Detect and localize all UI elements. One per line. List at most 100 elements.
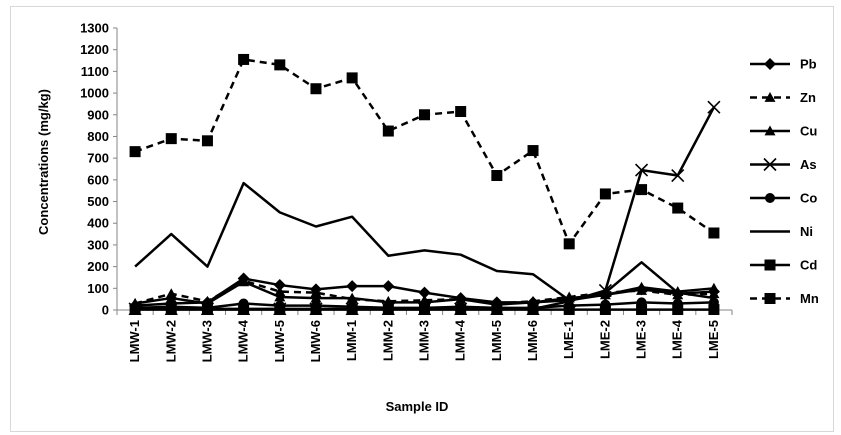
data-point bbox=[708, 227, 720, 239]
data-point bbox=[764, 259, 776, 271]
data-point bbox=[346, 292, 358, 303]
data-point bbox=[636, 304, 648, 315]
x-tick-label: LMM-6 bbox=[525, 320, 540, 361]
legend-label: Pb bbox=[800, 57, 817, 72]
series-ni bbox=[134, 181, 715, 302]
data-point bbox=[274, 304, 286, 315]
data-point bbox=[201, 135, 213, 147]
data-point bbox=[165, 304, 177, 315]
legend-label: Ni bbox=[800, 224, 813, 239]
data-point bbox=[455, 106, 467, 118]
data-point bbox=[346, 72, 358, 84]
data-point bbox=[455, 293, 467, 304]
data-point bbox=[764, 293, 776, 304]
data-point bbox=[763, 157, 777, 172]
data-point bbox=[527, 145, 539, 157]
x-tick-label: LME-3 bbox=[634, 320, 649, 359]
data-point bbox=[165, 292, 177, 303]
data-point bbox=[764, 92, 776, 102]
x-tick-label: LMM-3 bbox=[417, 320, 432, 361]
data-point bbox=[419, 304, 430, 315]
data-point bbox=[764, 125, 776, 136]
data-point bbox=[491, 170, 503, 182]
series-layer bbox=[128, 53, 721, 315]
data-point bbox=[238, 304, 250, 315]
data-point bbox=[636, 184, 648, 196]
data-point bbox=[382, 125, 394, 137]
data-point bbox=[382, 280, 395, 293]
x-tick-label: LMM-2 bbox=[380, 320, 395, 361]
legend-label: Zn bbox=[800, 90, 816, 105]
data-point bbox=[274, 291, 286, 302]
legend-label: Co bbox=[800, 191, 817, 206]
data-point bbox=[599, 188, 611, 200]
y-tick-label: 1000 bbox=[80, 86, 109, 101]
data-point bbox=[707, 100, 721, 114]
x-tick-label: LMW-5 bbox=[272, 320, 287, 362]
data-point bbox=[274, 59, 286, 71]
y-tick-label: 200 bbox=[87, 259, 109, 274]
data-point bbox=[310, 287, 322, 298]
data-point bbox=[346, 280, 359, 293]
y-axis-title: Concentrations (mg/kg) bbox=[36, 89, 51, 235]
x-tick-label: LMM-4 bbox=[453, 319, 468, 361]
data-point bbox=[238, 276, 250, 287]
x-tick-label: LMW-4 bbox=[236, 319, 251, 362]
y-tick-label: 300 bbox=[87, 237, 109, 252]
data-point bbox=[310, 292, 322, 303]
x-tick-label: LMM-5 bbox=[489, 320, 504, 361]
series-as bbox=[128, 100, 721, 315]
data-point bbox=[165, 133, 177, 145]
data-point bbox=[491, 304, 503, 315]
chart-frame bbox=[10, 6, 834, 432]
legend-item: Co bbox=[750, 191, 817, 206]
data-point bbox=[765, 193, 775, 203]
legend: Pb Zn Cu As Co Ni Cd Mn bbox=[750, 57, 819, 306]
y-tick-label: 1200 bbox=[80, 42, 109, 57]
data-point bbox=[708, 304, 720, 315]
y-tick-label: 0 bbox=[102, 303, 109, 318]
data-point bbox=[310, 83, 322, 95]
data-point bbox=[273, 279, 286, 292]
data-point bbox=[599, 289, 611, 300]
x-tick-label: LME-5 bbox=[706, 320, 721, 359]
legend-label: Cu bbox=[800, 124, 817, 139]
x-tick-label: LMW-3 bbox=[199, 320, 214, 362]
x-tick-label: LMM-1 bbox=[344, 320, 359, 361]
y-tick-label: 100 bbox=[87, 281, 109, 296]
data-point bbox=[671, 168, 685, 183]
data-point bbox=[346, 304, 358, 315]
y-tick-label: 600 bbox=[87, 172, 109, 187]
data-point bbox=[764, 58, 776, 70]
y-tick-label: 800 bbox=[87, 129, 109, 144]
legend-item: Pb bbox=[750, 57, 817, 72]
legend-item: Cd bbox=[750, 258, 817, 273]
legend-item: As bbox=[750, 157, 817, 172]
legend-label: Cd bbox=[800, 258, 817, 273]
legend-label: As bbox=[800, 157, 817, 172]
legend-item: Ni bbox=[750, 224, 813, 239]
series-line bbox=[135, 106, 716, 311]
data-point bbox=[129, 304, 141, 315]
data-point bbox=[274, 286, 286, 296]
data-point bbox=[708, 282, 720, 293]
data-point bbox=[129, 146, 141, 158]
x-tick-labels: LMW-1 LMW-2 LMW-3 LMW-4 LMW-5 LMW-6 LMM-1 LMM-2… bbox=[116, 310, 733, 362]
x-axis-title: Sample ID bbox=[386, 399, 449, 414]
legend-item: Zn bbox=[750, 90, 816, 105]
y-tick-label: 900 bbox=[87, 107, 109, 122]
data-point bbox=[563, 238, 575, 250]
data-point bbox=[563, 304, 575, 315]
legend-item: Mn bbox=[750, 291, 819, 306]
data-point bbox=[672, 304, 684, 315]
data-point bbox=[527, 304, 539, 315]
data-point bbox=[708, 288, 720, 299]
y-tick-label: 1300 bbox=[80, 21, 109, 36]
x-tick-label: LME-4 bbox=[670, 319, 685, 359]
data-point bbox=[672, 202, 684, 214]
data-point bbox=[201, 304, 213, 315]
data-point bbox=[238, 53, 250, 65]
data-point bbox=[310, 304, 322, 315]
data-point bbox=[634, 163, 649, 177]
data-point bbox=[419, 109, 430, 121]
